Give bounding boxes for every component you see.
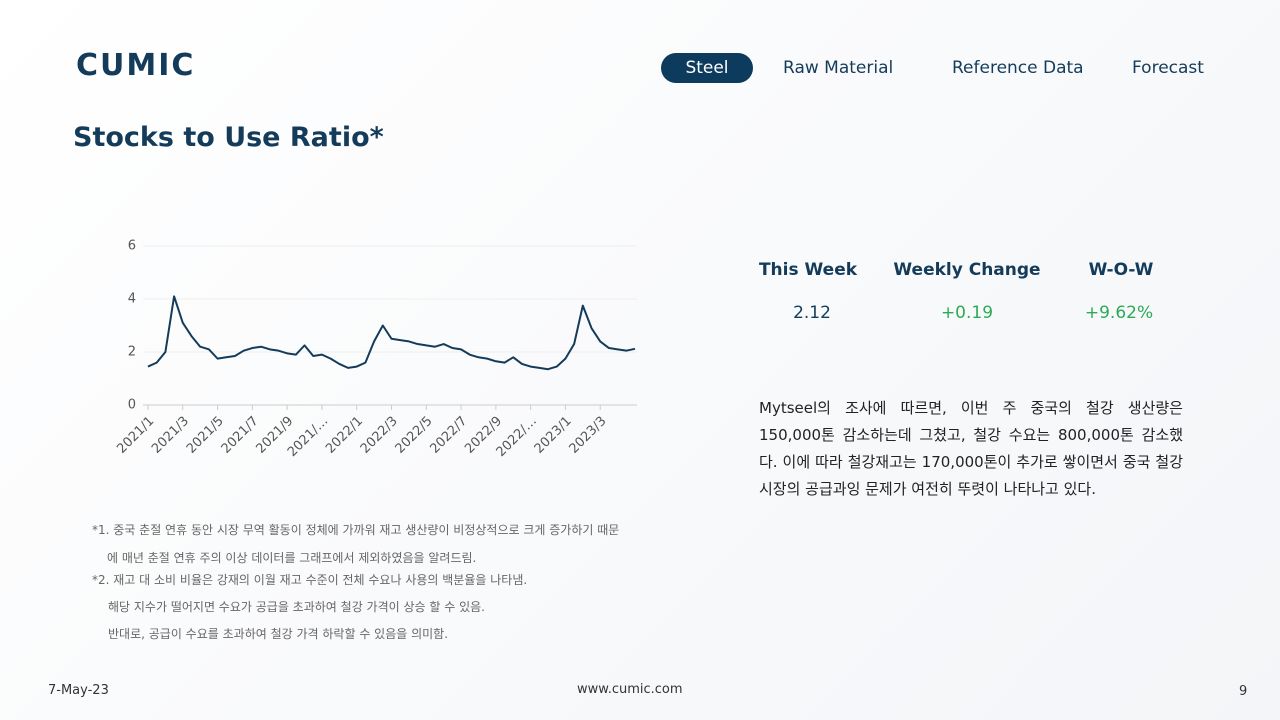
x-tick-label: 2021/5: [184, 414, 227, 457]
nav-item[interactable]: Reference Data: [952, 58, 1084, 78]
x-tick-label: 2022/1: [323, 414, 366, 457]
nav-item[interactable]: Forecast: [1132, 58, 1204, 78]
x-tick-label: 2022/5: [393, 414, 436, 457]
data-line: [147, 295, 636, 371]
note: *1. 중국 춘절 연휴 동안 시장 무역 활동이 정체에 가까워 재고 생산량…: [92, 523, 620, 537]
note: *2. 재고 대 소비 비율은 강재의 이월 재고 수준이 전체 수요나 사용의…: [92, 573, 528, 587]
x-tick-label: 2022/3: [358, 414, 401, 457]
x-tick-label: 2021/7: [219, 414, 262, 457]
x-tick-label: 2022/7: [427, 414, 470, 457]
paragraph: Mytseel의 조사에 따르면, 이번 주 중국의 철강 생산량은 150,0…: [759, 399, 1183, 498]
footer-date: 7-May-23: [48, 683, 109, 698]
stat-value: +9.62%: [1084, 303, 1154, 323]
y-tick-label: 6: [128, 239, 136, 254]
note: 반대로, 공급이 수요를 초과하여 철강 가격 하락할 수 있음을 의미함.: [108, 627, 449, 641]
note: 에 매년 춘절 연휴 주의 이상 데이터를 그래프에서 제외하였음을 알려드림.: [107, 551, 477, 565]
page-title: Stocks to Use Ratio*: [73, 122, 384, 153]
logo: CUMIC: [76, 48, 196, 83]
y-tick-label: 2: [128, 345, 136, 360]
nav-item[interactable]: Steel: [685, 58, 729, 78]
stat-value: +0.19: [940, 303, 994, 323]
stat-header: This Week: [758, 260, 858, 280]
x-tick-label: 2021/1: [114, 414, 157, 457]
x-tick-label: 2023/1: [532, 414, 575, 457]
stat-header: Weekly Change: [893, 260, 1041, 280]
stat-header: W-O-W: [1088, 260, 1154, 280]
footer-url: www.cumic.com: [577, 682, 683, 697]
y-tick-label: 4: [128, 292, 136, 307]
y-tick-label: 0: [128, 398, 136, 413]
stat-value: 2.12: [793, 303, 831, 323]
x-tick-label: 2023/3: [567, 414, 610, 457]
nav-item[interactable]: Raw Material: [783, 58, 894, 78]
nav-active-pill: [661, 53, 753, 83]
note: 해당 지수가 떨어지면 수요가 공급을 초과하여 철강 가격이 상승 할 수 있…: [108, 600, 485, 614]
page-number: 9: [1239, 684, 1248, 699]
x-tick-label: 2021/3: [149, 414, 192, 457]
